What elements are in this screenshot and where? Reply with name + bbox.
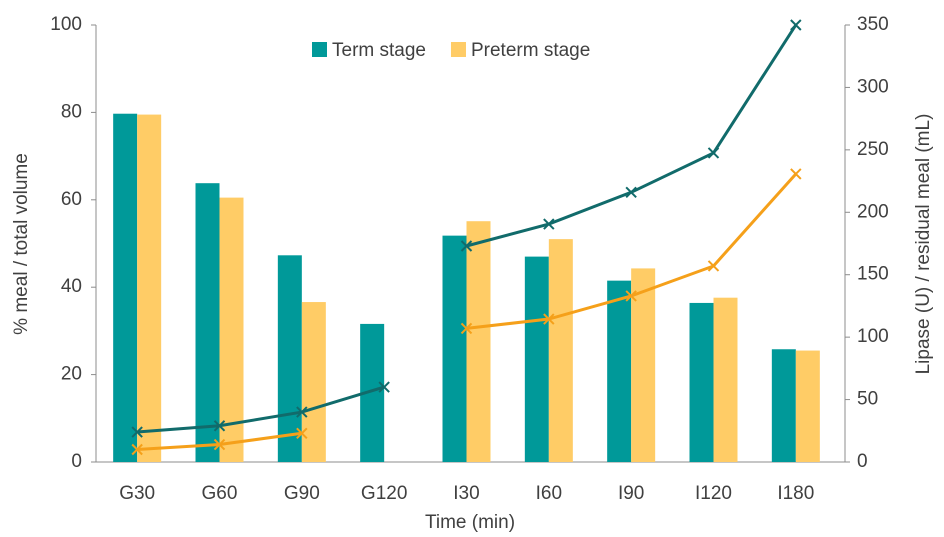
marker (543, 313, 555, 325)
marker (460, 322, 473, 335)
y-tick-label: 80 (61, 101, 82, 122)
y2-tick-label: 50 (857, 389, 878, 410)
bar (713, 297, 738, 462)
legend-swatch (312, 42, 327, 57)
marker (460, 240, 473, 252)
marker (378, 381, 390, 393)
x-tick-label: I180 (777, 483, 814, 504)
bar (442, 235, 467, 462)
y2-tick-label: 250 (857, 139, 889, 160)
bar (548, 239, 573, 462)
x-tick-label: G90 (284, 483, 320, 504)
legend-swatch (450, 42, 466, 57)
bar (524, 256, 549, 462)
line (137, 385, 385, 434)
y-axis-label: % meal / total volume (11, 153, 32, 335)
marker (707, 260, 720, 272)
x-tick-label: G120 (361, 483, 407, 504)
bar (795, 350, 820, 462)
legend-label: Term stage (332, 40, 426, 61)
marker (707, 147, 720, 159)
y2-tick-label: 200 (857, 201, 889, 222)
marker (543, 218, 555, 230)
x-tick-label: G60 (202, 483, 238, 504)
y-tick-label: 0 (71, 451, 82, 472)
bar (771, 349, 796, 462)
bar (113, 113, 138, 462)
marker (790, 19, 802, 31)
x-tick-label: I30 (453, 483, 479, 504)
y2-axis-label: Lipase (U) / residual meal (mL) (913, 114, 934, 375)
y-tick-label: 40 (61, 276, 82, 297)
bar (301, 302, 326, 462)
marker (131, 426, 143, 438)
bar (137, 114, 162, 463)
bar (195, 183, 220, 462)
marker (213, 438, 226, 451)
y-tick-label: 100 (50, 14, 82, 35)
marker (131, 443, 143, 456)
bar (466, 221, 491, 462)
marker (296, 427, 308, 439)
bar (631, 268, 656, 462)
marker (213, 420, 226, 432)
x-axis-label: Time (min) (425, 512, 515, 533)
y2-tick-label: 350 (857, 14, 889, 35)
y2-tick-label: 150 (857, 264, 889, 285)
bar (689, 302, 714, 462)
bar (219, 197, 244, 463)
marker (296, 406, 308, 418)
y-tick-label: 20 (61, 364, 82, 385)
x-tick-label: I60 (536, 483, 562, 504)
x-tick-label: I120 (695, 483, 732, 504)
marker (790, 168, 802, 180)
y2-tick-label: 0 (857, 451, 868, 472)
x-tick-label: G30 (119, 483, 155, 504)
y-tick-label: 60 (61, 189, 82, 210)
x-tick-label: I90 (618, 483, 644, 504)
marker (625, 290, 637, 302)
legend-label: Preterm stage (471, 40, 590, 61)
y2-tick-label: 300 (857, 76, 889, 97)
bar (607, 280, 632, 462)
y2-tick-label: 100 (857, 326, 889, 347)
bar (277, 255, 302, 462)
marker (625, 186, 637, 199)
